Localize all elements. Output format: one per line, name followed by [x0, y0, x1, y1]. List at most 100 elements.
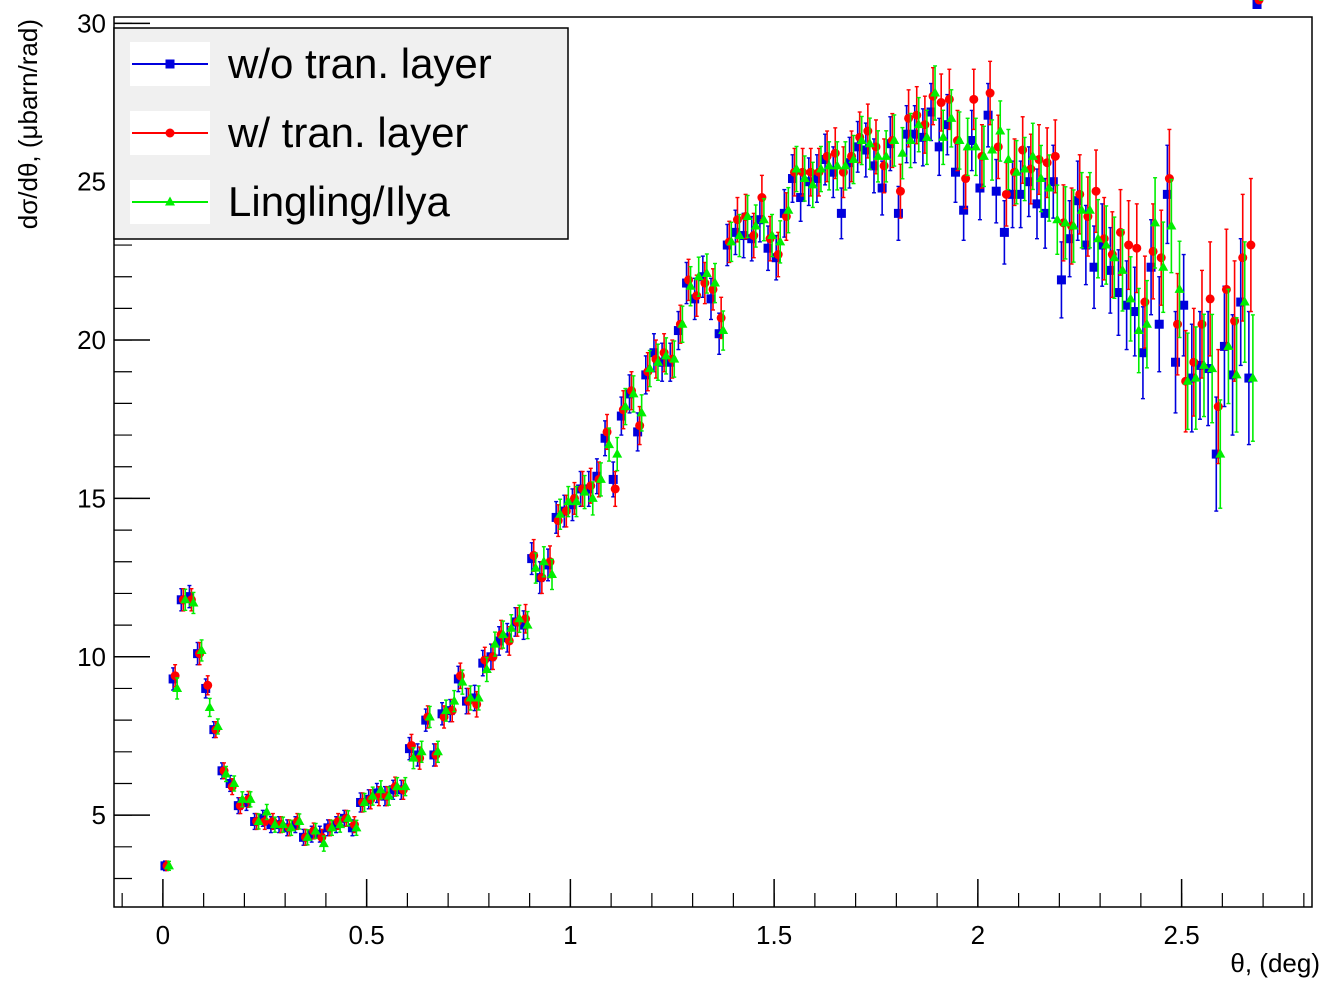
data-point — [822, 151, 832, 161]
data-point — [904, 113, 914, 123]
data-point — [1027, 150, 1038, 160]
data-point — [1162, 189, 1172, 199]
y-tick-label: 5 — [92, 800, 106, 830]
data-point — [1001, 189, 1011, 199]
y-tick-label: 10 — [77, 642, 106, 672]
data-point — [869, 161, 879, 171]
data-point — [530, 562, 541, 572]
y-tick-label: 25 — [77, 167, 106, 197]
data-point — [985, 88, 995, 98]
x-tick-label: 1 — [563, 920, 577, 950]
legend-label: w/o tran. layer — [227, 40, 492, 87]
data-point — [1052, 214, 1063, 224]
y-axis-label: dσ/dθ, (μbarn/rad) — [13, 19, 43, 229]
data-point — [832, 160, 843, 170]
data-point — [1195, 360, 1205, 370]
data-point — [1223, 340, 1234, 350]
data-point — [506, 622, 517, 632]
data-point — [918, 132, 928, 142]
data-point — [763, 243, 773, 253]
data-point — [1164, 174, 1174, 184]
y-tick-label: 30 — [77, 8, 106, 38]
data-point — [677, 318, 688, 328]
data-point — [863, 126, 873, 136]
data-point — [921, 131, 932, 141]
data-point — [1182, 375, 1193, 385]
data-point — [767, 230, 778, 240]
data-point — [775, 236, 786, 246]
data-point — [853, 142, 863, 152]
data-point — [473, 692, 484, 702]
data-point — [1148, 246, 1158, 256]
x-axis-label: θ, (deg) — [1230, 948, 1320, 978]
data-point — [710, 277, 720, 287]
data-point — [913, 119, 924, 129]
data-point — [824, 160, 835, 170]
data-point — [1011, 166, 1022, 176]
data-point — [649, 348, 659, 358]
x-tick-label: 0 — [156, 920, 170, 950]
data-point — [563, 496, 574, 506]
data-point — [1122, 300, 1132, 310]
data-point — [221, 768, 232, 778]
data-point — [828, 167, 838, 177]
data-point — [384, 790, 395, 800]
data-point — [877, 183, 887, 193]
data-point — [172, 682, 183, 692]
data-point — [1205, 294, 1215, 304]
data-point — [367, 790, 378, 800]
data-point — [978, 150, 989, 160]
data-point — [620, 401, 631, 411]
data-point — [799, 173, 810, 183]
data-point — [1124, 240, 1134, 250]
data-point — [962, 141, 973, 151]
data-point — [864, 138, 875, 148]
data-point — [999, 227, 1009, 237]
legend-label: w/ tran. layer — [227, 109, 468, 156]
data-point — [1150, 217, 1161, 227]
data-point — [967, 136, 977, 146]
data-point — [212, 720, 223, 730]
data-point — [954, 135, 965, 145]
data-point — [1076, 204, 1087, 214]
x-tick-label: 2.5 — [1164, 920, 1200, 950]
data-point — [602, 427, 612, 437]
data-point — [579, 486, 590, 496]
legend-marker — [165, 128, 175, 138]
data-point — [732, 215, 742, 225]
data-point — [1109, 252, 1120, 262]
data-point — [995, 125, 1006, 135]
data-point — [326, 822, 337, 832]
data-point — [1246, 240, 1256, 250]
data-point — [1239, 296, 1250, 306]
data-point — [1093, 233, 1104, 243]
data-point — [983, 110, 993, 120]
data-point — [685, 280, 696, 290]
data-point — [1228, 370, 1238, 380]
data-point — [547, 568, 558, 578]
data-point — [1003, 154, 1014, 164]
data-point — [1040, 208, 1050, 218]
data-point — [872, 150, 883, 160]
data-point — [196, 644, 207, 654]
data-point — [1231, 369, 1242, 379]
x-tick-label: 0.5 — [349, 920, 385, 950]
data-point — [586, 481, 596, 491]
data-point — [343, 812, 354, 822]
data-point — [1187, 373, 1197, 383]
data-point — [1219, 341, 1229, 351]
data-point — [595, 473, 606, 483]
data-point — [895, 186, 905, 196]
data-point — [807, 179, 818, 189]
data-point — [457, 676, 468, 686]
data-point — [587, 492, 598, 502]
data-point — [180, 594, 191, 604]
data-point — [701, 268, 712, 278]
data-point — [1189, 357, 1199, 367]
data-point — [1197, 319, 1207, 329]
data-point — [1174, 283, 1185, 293]
data-point — [1132, 243, 1142, 253]
data-point — [519, 620, 529, 630]
data-point — [1019, 163, 1030, 173]
